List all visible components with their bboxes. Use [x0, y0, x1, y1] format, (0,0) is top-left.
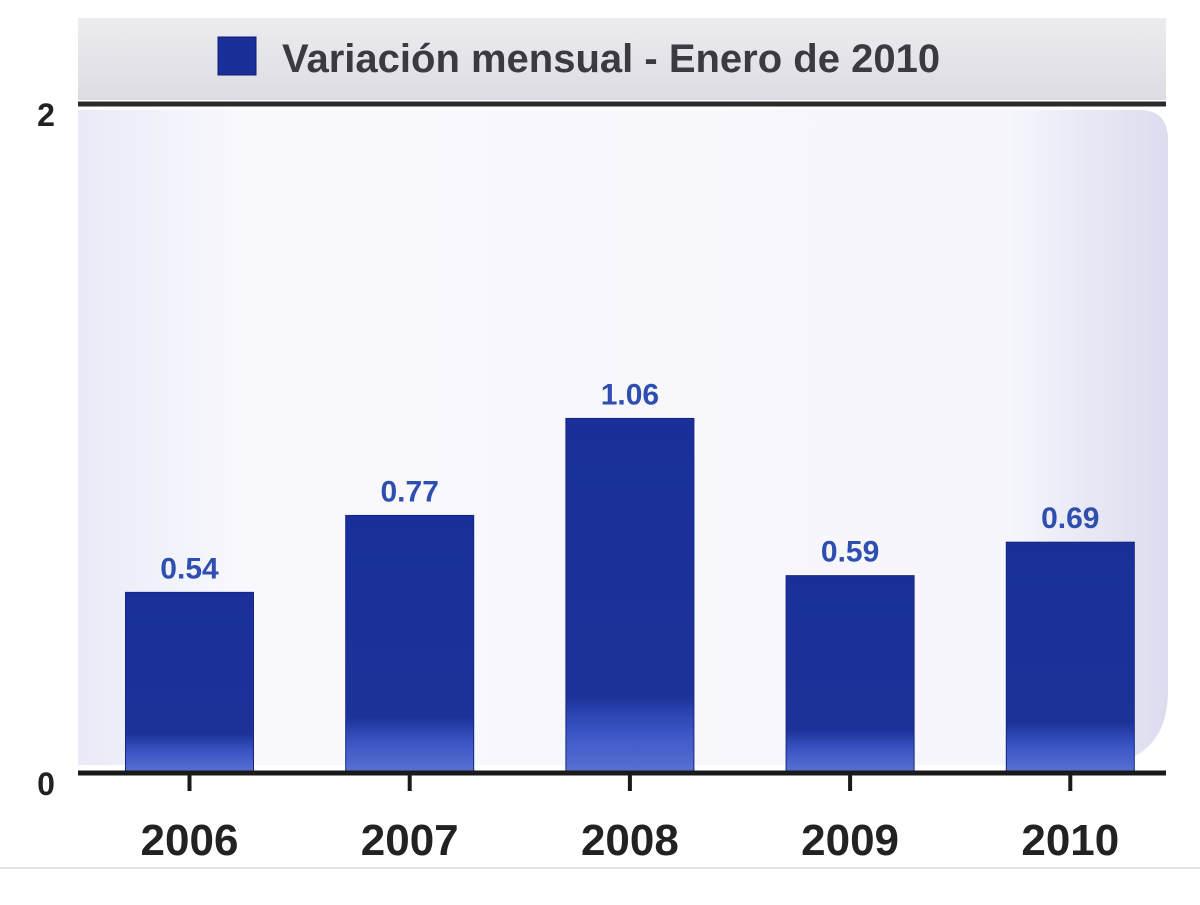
x-tick-label: 2009 [801, 816, 899, 865]
bar [345, 514, 475, 774]
x-tick-label: 2008 [581, 816, 679, 865]
bar [785, 575, 915, 774]
bar-value-label: 1.06 [601, 378, 659, 411]
x-tick-label: 2007 [361, 816, 459, 865]
bar [565, 417, 695, 774]
legend-swatch [217, 36, 257, 76]
y-tick-label: 0 [37, 766, 55, 802]
bar [125, 591, 254, 774]
legend-entry: Variación mensual - Enero de 2010 [282, 37, 940, 81]
legend-background [78, 18, 1166, 100]
x-tick-label: 2006 [141, 816, 239, 865]
bar-value-label: 0.77 [381, 475, 439, 508]
x-tick-label: 2010 [1021, 816, 1119, 865]
bar-value-label: 0.54 [160, 552, 219, 585]
y-tick-label: 2 [37, 97, 55, 133]
bar [1005, 541, 1135, 774]
bar-value-label: 0.59 [821, 536, 879, 569]
bar-value-label: 0.69 [1041, 502, 1099, 535]
